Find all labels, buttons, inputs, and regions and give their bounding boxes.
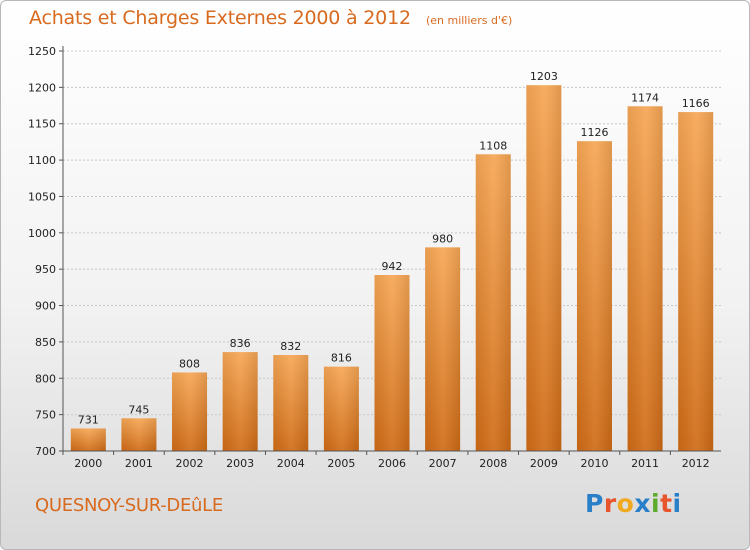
x-tick-label: 2010 xyxy=(580,457,608,470)
bar-shade xyxy=(374,275,410,451)
logo-letter: o xyxy=(616,489,635,518)
logo-letter: r xyxy=(603,489,617,518)
logo-letter: x xyxy=(634,489,651,518)
bar-value-label: 836 xyxy=(230,337,251,350)
x-tick-label: 2003 xyxy=(226,457,254,470)
x-tick-label: 2008 xyxy=(479,457,507,470)
city-name: QUESNOY-SUR-DEûLE xyxy=(35,495,223,516)
y-tick-label: 950 xyxy=(35,263,56,276)
bar-shade xyxy=(475,154,511,452)
bars xyxy=(70,85,714,452)
logo-letter: t xyxy=(660,489,673,518)
bar-shade xyxy=(273,355,309,451)
x-tick-label: 2009 xyxy=(530,457,558,470)
bar-shade xyxy=(576,141,612,451)
labels: 731 2000 745 2001 808 2002 836 2003 832 2004 816 20… xyxy=(74,70,709,470)
y-tick-label: 1150 xyxy=(28,118,56,131)
bar-shade xyxy=(425,247,461,451)
x-tick-label: 2006 xyxy=(378,457,406,470)
y-tick-label: 1250 xyxy=(28,45,56,58)
bar-value-label: 1166 xyxy=(682,97,710,110)
x-tick-label: 2000 xyxy=(74,457,102,470)
bar-shade xyxy=(678,112,714,451)
bar-value-label: 1108 xyxy=(479,139,507,152)
x-tick-label: 2007 xyxy=(429,457,457,470)
bar-shade xyxy=(627,106,663,451)
bar-value-label: 816 xyxy=(331,352,352,365)
bar-shade xyxy=(121,418,157,451)
y-tick-label: 800 xyxy=(35,372,56,385)
bar-value-label: 745 xyxy=(128,403,149,416)
y-tick-label: 700 xyxy=(35,445,56,458)
bar-value-label: 1174 xyxy=(631,91,659,104)
bar-value-label: 1203 xyxy=(530,70,558,83)
proxiti-logo[interactable]: Proxiti xyxy=(585,489,682,518)
x-tick-label: 2004 xyxy=(277,457,305,470)
chart-title-area: Achats et Charges Externes 2000 à 2012 (… xyxy=(29,7,512,29)
bar-shade xyxy=(323,366,359,451)
logo-letter: i xyxy=(651,489,661,518)
logo-letter: P xyxy=(585,489,604,518)
x-tick-label: 2001 xyxy=(125,457,153,470)
y-tick-label: 850 xyxy=(35,336,56,349)
bar-value-label: 1126 xyxy=(580,126,608,139)
y-tick-label: 1100 xyxy=(28,154,56,167)
chart-title: Achats et Charges Externes 2000 à 2012 xyxy=(29,7,411,29)
bar-value-label: 832 xyxy=(280,340,301,353)
x-tick-label: 2002 xyxy=(176,457,204,470)
y-tick-label: 1000 xyxy=(28,227,56,240)
chart-subtitle: (en milliers d'€) xyxy=(425,14,513,27)
y-tick-label: 750 xyxy=(35,409,56,422)
x-tick-label: 2012 xyxy=(682,457,710,470)
bar-shade xyxy=(70,428,106,451)
bar-value-label: 980 xyxy=(432,232,453,245)
x-tick-label: 2005 xyxy=(327,457,355,470)
axes: 700 750 800 850 900 950 1000 1050 1100 1150 1200 12… xyxy=(28,45,721,458)
y-tick-label: 1050 xyxy=(28,190,56,203)
bar-shade xyxy=(526,85,562,451)
bar-value-label: 808 xyxy=(179,357,200,370)
y-tick-label: 900 xyxy=(35,300,56,313)
bar-shade xyxy=(222,352,258,451)
bar-value-label: 731 xyxy=(78,413,99,426)
bar-chart: 700 750 800 850 900 950 1000 1050 1100 1150 1200 12… xyxy=(28,45,721,470)
bar-shade xyxy=(172,372,208,451)
y-tick-label: 1200 xyxy=(28,81,56,94)
x-tick-label: 2011 xyxy=(631,457,659,470)
bar-value-label: 942 xyxy=(382,260,403,273)
logo-letter: i xyxy=(672,489,682,518)
